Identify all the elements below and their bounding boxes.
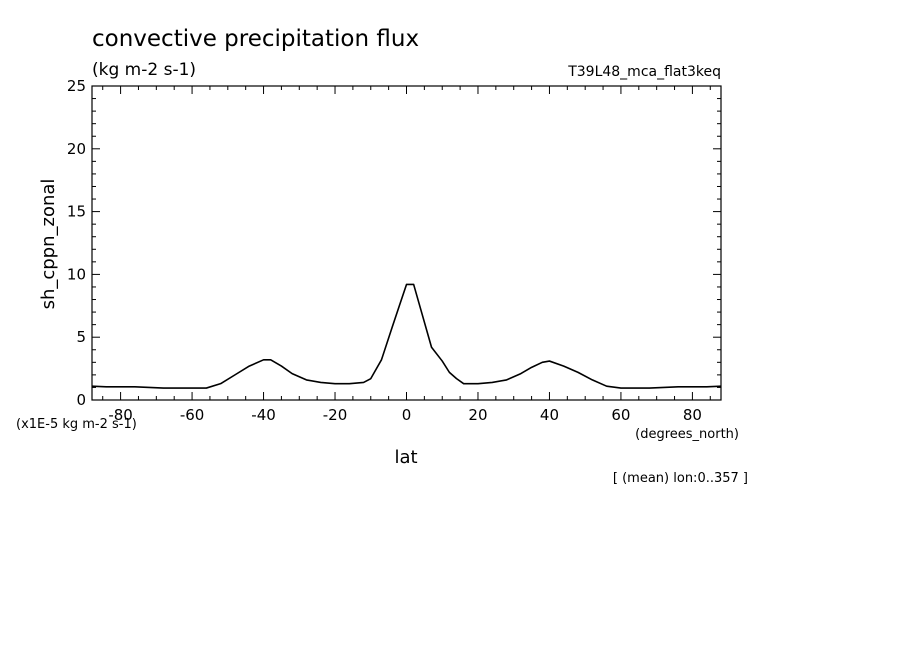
y-tick-label: 25 [67, 77, 86, 95]
x-axis-label: lat [394, 447, 417, 468]
y-scale-note: (x1E-5 kg m-2 s-1) [16, 417, 137, 432]
x-tick-labels: -80 -60 -40 -20 0 20 40 60 80 [108, 406, 702, 424]
x-tick-label: 60 [611, 406, 630, 424]
y-tick-label: 15 [67, 203, 86, 221]
x-tick-label: -80 [108, 406, 133, 424]
y-tick-label: 5 [76, 328, 86, 346]
x-tick-label: -20 [323, 406, 348, 424]
y-axis-label: sh_cppn_zonal [38, 179, 59, 310]
chart-subtitle: (kg m-2 s-1) [92, 60, 196, 80]
tick-marks [92, 85, 721, 401]
y-tick-label: 20 [67, 140, 86, 158]
chart-title: convective precipitation flux [92, 26, 419, 52]
x-tick-label: -40 [251, 406, 276, 424]
experiment-label: T39L48_mca_flat3keq [567, 64, 721, 80]
series-line [91, 283, 722, 389]
x-tick-label: 80 [683, 406, 702, 424]
x-tick-label: -60 [180, 406, 205, 424]
y-tick-labels: 0 5 10 15 20 25 [67, 77, 86, 409]
x-tick-label: 20 [468, 406, 487, 424]
y-tick-label: 0 [76, 391, 86, 409]
x-tick-label: 0 [402, 406, 412, 424]
plot-frame [91, 85, 722, 401]
y-tick-label: 10 [67, 265, 86, 283]
footnote: [ (mean) lon:0..357 ] [613, 471, 748, 486]
x-units-label: (degrees_north) [635, 427, 739, 442]
x-tick-label: 40 [540, 406, 559, 424]
